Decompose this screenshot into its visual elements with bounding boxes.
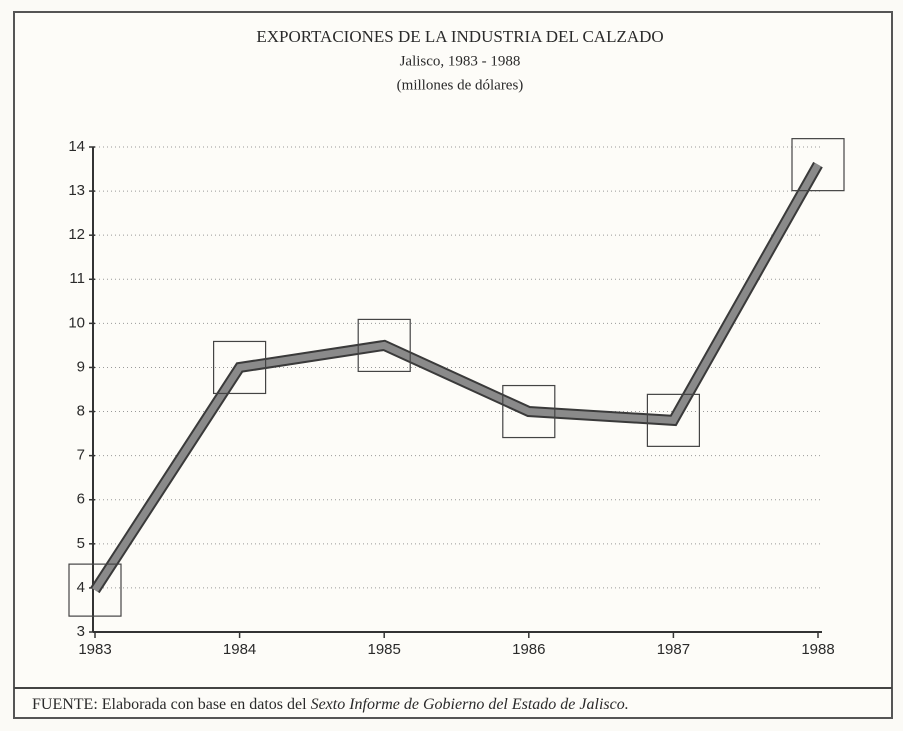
x-tick-label: 1983 xyxy=(78,641,111,658)
y-tick-label: 4 xyxy=(77,579,85,596)
y-tick-label: 6 xyxy=(77,491,85,508)
y-tick-label: 13 xyxy=(68,182,85,199)
footnote-text: FUENTE: Elaborada con base en datos del xyxy=(32,696,307,713)
x-tick-label: 1988 xyxy=(801,641,834,658)
point-marker xyxy=(502,384,556,439)
x-tick-label: 1986 xyxy=(512,641,545,658)
y-tick-label: 8 xyxy=(77,403,85,420)
point-marker xyxy=(68,563,122,617)
y-tick-label: 7 xyxy=(77,447,85,464)
y-tick-label: 5 xyxy=(77,535,85,552)
line xyxy=(92,162,822,593)
x-tick-label: 1987 xyxy=(657,641,690,658)
y-tick-label: 12 xyxy=(68,226,85,243)
footnote: FUENTE: Elaborada con base en datos del … xyxy=(32,696,629,713)
frame xyxy=(13,11,893,719)
footnote-source: Sexto Informe de Gobierno del Estado de … xyxy=(311,696,629,713)
chart-title: EXPORTACIONES DE LA INDUSTRIA DEL CALZAD… xyxy=(256,27,663,46)
point-marker xyxy=(646,393,701,447)
y-tick-label: 9 xyxy=(77,358,85,375)
x-tick-label: 1984 xyxy=(223,641,256,658)
point-marker xyxy=(357,318,411,373)
chart-subtitle: Jalisco, 1983 - 1988 xyxy=(400,53,521,69)
point-marker xyxy=(213,340,267,395)
y-tick-label: 11 xyxy=(69,270,85,287)
y-tick-label: 3 xyxy=(77,623,85,640)
x-tick-label: 1985 xyxy=(368,641,401,658)
point-marker xyxy=(791,138,845,192)
chart-units: (millones de dólares) xyxy=(397,77,524,93)
y-tick-label: 14 xyxy=(68,138,85,155)
y-tick-label: 10 xyxy=(68,314,85,331)
